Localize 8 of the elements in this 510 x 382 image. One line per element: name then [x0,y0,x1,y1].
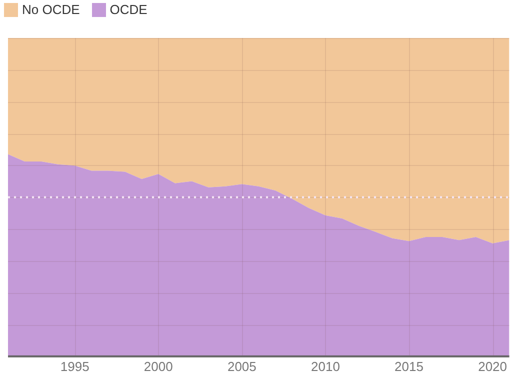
x-tick-label: 2000 [144,358,173,374]
x-tick-label: 1995 [60,358,90,374]
x-tick-label: 2005 [227,358,256,374]
legend-label: No OCDE [22,2,80,17]
x-tick-label: 2020 [478,358,507,374]
legend-label: OCDE [110,2,148,17]
x-tick-label: 2015 [394,358,424,374]
x-tick-label: 2010 [310,358,340,374]
